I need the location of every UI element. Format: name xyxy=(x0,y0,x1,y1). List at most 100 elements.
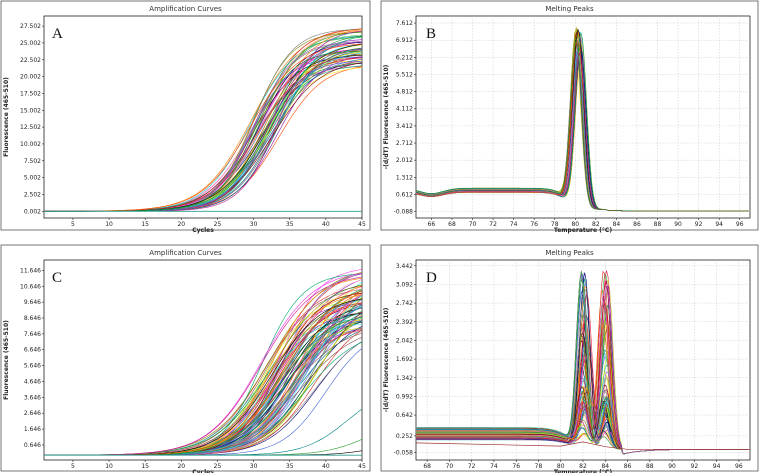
x-tick-label: 96 xyxy=(736,221,744,228)
y-tick-label: 25.002 xyxy=(20,40,41,47)
y-tick-label: 5.646 xyxy=(24,363,41,370)
chart-title: Amplification Curves xyxy=(149,249,222,257)
x-tick-label: 96 xyxy=(735,463,743,470)
x-tick-label: 90 xyxy=(668,463,676,470)
y-tick-label: 3.646 xyxy=(24,394,41,401)
y-tick-label: 1.342 xyxy=(396,375,413,382)
y-tick-label: 0.646 xyxy=(24,442,41,449)
x-tick-label: 92 xyxy=(695,221,703,228)
x-tick-label: 30 xyxy=(250,221,258,228)
y-axis-label: Fluorescence (465-510) xyxy=(3,320,10,400)
y-tick-label: 2.392 xyxy=(396,319,413,326)
x-tick-label: 76 xyxy=(530,221,538,228)
x-tick-label: 15 xyxy=(141,463,149,470)
x-tick-label: 84 xyxy=(601,463,609,470)
y-tick-label: 8.646 xyxy=(24,315,41,322)
x-tick-label: 80 xyxy=(571,221,579,228)
x-tick-label: 86 xyxy=(624,463,632,470)
y-tick-label: 2.012 xyxy=(396,157,413,164)
x-tick-label: 86 xyxy=(633,221,641,228)
y-tick-label: 22.502 xyxy=(20,57,41,64)
x-tick-label: 82 xyxy=(592,221,600,228)
panel-b: Melting Peaks 66 68 70 72 74 76 78 80 82 84 86 88 90 9… xyxy=(380,0,760,234)
panel-letter: B xyxy=(426,26,436,42)
y-tick-label: 15.002 xyxy=(20,107,41,114)
y-tick-label: 6.212 xyxy=(396,54,413,61)
x-tick-label: 70 xyxy=(469,221,477,228)
y-tick-label: 4.812 xyxy=(396,89,413,96)
x-tick-label: 88 xyxy=(654,221,662,228)
y-tick-label: 10.002 xyxy=(20,141,41,148)
x-tick-label: 40 xyxy=(322,463,330,470)
x-tick-label: 35 xyxy=(286,221,294,228)
x-tick-label: 94 xyxy=(713,463,721,470)
y-axis-label: -(d/dT) Fluorescence (465-510) xyxy=(383,64,390,169)
y-tick-label: 6.912 xyxy=(396,37,413,44)
y-tick-label: 0.642 xyxy=(396,412,413,419)
y-tick-label: 4.646 xyxy=(24,378,41,385)
y-tick-label: 27.502 xyxy=(20,23,41,30)
y-tick-label: 2.042 xyxy=(396,337,413,344)
x-tick-label: 35 xyxy=(286,463,294,470)
y-tick-label: 17.502 xyxy=(20,90,41,97)
series-line xyxy=(416,39,749,212)
x-axis-label: Cycles xyxy=(192,227,214,234)
y-tick-label: 7.612 xyxy=(396,20,413,27)
x-tick-label: 76 xyxy=(512,463,520,470)
x-tick-label: 78 xyxy=(551,221,559,228)
y-tick-label: -0.088 xyxy=(394,209,414,216)
y-tick-label: 1.692 xyxy=(396,356,413,363)
x-tick-label: 25 xyxy=(214,463,222,470)
x-tick-label: 30 xyxy=(250,463,258,470)
panel-c: Amplification Curves 5 10 15 20 25 30 35 40 45 0.6… xyxy=(0,244,372,473)
y-tick-label: 2.502 xyxy=(24,191,41,198)
chart-c: Amplification Curves 5 10 15 20 25 30 35 40 45 0.6… xyxy=(0,244,371,473)
y-tick-label: 0.992 xyxy=(396,393,413,400)
y-tick-label: 12.502 xyxy=(20,124,41,131)
x-tick-label: 68 xyxy=(423,463,431,470)
x-tick-label: 72 xyxy=(468,463,476,470)
plot-area xyxy=(43,15,363,219)
y-tick-label: 0.252 xyxy=(396,433,413,440)
x-tick-label: 70 xyxy=(446,463,454,470)
y-tick-label: 7.502 xyxy=(24,158,41,165)
x-tick-label: 92 xyxy=(691,463,699,470)
x-tick-label: 66 xyxy=(428,221,436,228)
series-group xyxy=(416,26,749,212)
x-tick-label: 74 xyxy=(490,463,498,470)
x-tick-label: 10 xyxy=(105,463,113,470)
y-tick-label: 2.742 xyxy=(396,300,413,307)
chart-title: Melting Peaks xyxy=(545,5,594,13)
y-tick-label: 0.002 xyxy=(24,208,41,215)
series-group xyxy=(44,269,362,456)
x-tick-label: 84 xyxy=(613,221,621,228)
y-tick-label: 9.646 xyxy=(24,299,41,306)
x-tick-label: 94 xyxy=(715,221,723,228)
y-tick-label: 5.512 xyxy=(396,71,413,78)
x-tick-label: 20 xyxy=(177,221,185,228)
x-axis-label: Temperature (°C) xyxy=(554,469,612,473)
y-tick-label: 3.412 xyxy=(396,123,413,130)
x-tick-label: 45 xyxy=(358,463,366,470)
series-group xyxy=(416,270,750,455)
x-tick-label: 10 xyxy=(105,221,113,228)
y-tick-label: 2.646 xyxy=(24,410,41,417)
series-line xyxy=(416,441,750,450)
x-tick-label: 80 xyxy=(557,463,565,470)
x-tick-label: 25 xyxy=(214,221,222,228)
panel-d: Melting Peaks 68 70 72 74 76 78 80 82 84 86 88 90 92 9… xyxy=(380,244,760,473)
x-tick-label: 78 xyxy=(535,463,543,470)
y-tick-label: 5.002 xyxy=(24,175,41,182)
y-axis-label: -(d/dT) Fluorescence (465-510) xyxy=(383,307,390,412)
x-tick-label: 68 xyxy=(448,221,456,228)
x-tick-label: 5 xyxy=(71,221,75,228)
x-tick-label: 40 xyxy=(322,221,330,228)
x-tick-label: 20 xyxy=(177,463,185,470)
y-tick-label: 0.612 xyxy=(396,191,413,198)
x-tick-label: 45 xyxy=(358,221,366,228)
chart-b: Melting Peaks 66 68 70 72 74 76 78 80 82 84 86 88 90 9… xyxy=(380,0,759,234)
y-tick-label: -0.058 xyxy=(394,449,414,456)
series-group xyxy=(44,28,362,212)
y-tick-label: 10.646 xyxy=(20,283,41,290)
y-axis-label: Fluorescence (465-510) xyxy=(3,77,10,157)
